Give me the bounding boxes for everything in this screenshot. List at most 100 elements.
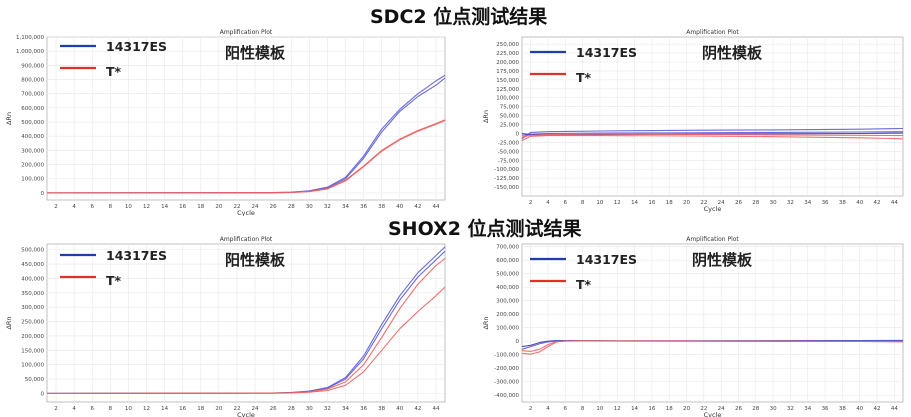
x-tick-label: 36 bbox=[360, 406, 367, 412]
x-tick-label: 20 bbox=[683, 406, 690, 412]
y-tick-label: 225,000 bbox=[496, 51, 519, 57]
x-tick-label: 32 bbox=[787, 406, 794, 412]
y-tick-label: 1,100,000 bbox=[16, 35, 44, 41]
y-tick-label: 800,000 bbox=[21, 78, 44, 84]
y-tick-label: 500,000 bbox=[21, 120, 44, 126]
y-tick-label: -100,000 bbox=[494, 353, 519, 359]
y-tick-label: 0 bbox=[41, 191, 45, 197]
x-tick-label: 18 bbox=[666, 200, 673, 206]
y-tick-label: 200,000 bbox=[21, 163, 44, 169]
x-tick-label: 24 bbox=[718, 406, 725, 412]
y-tick-label: 250,000 bbox=[496, 42, 519, 48]
x-tick-label: 26 bbox=[735, 406, 742, 412]
legend-label: T* bbox=[106, 64, 122, 79]
x-tick-label: 16 bbox=[648, 200, 655, 206]
x-tick-label: 44 bbox=[891, 200, 898, 206]
y-tick-label: 400,000 bbox=[496, 285, 519, 291]
y-tick-label: -100,000 bbox=[494, 167, 519, 173]
x-tick-label: 4 bbox=[546, 200, 550, 206]
x-tick-label: 2 bbox=[54, 204, 58, 210]
y-tick-label: 0 bbox=[516, 339, 520, 345]
x-tick-label: 2 bbox=[529, 200, 533, 206]
x-tick-label: 14 bbox=[161, 204, 168, 210]
x-tick-label: 44 bbox=[432, 204, 439, 210]
x-tick-label: 8 bbox=[581, 200, 585, 206]
y-tick-label: 700,000 bbox=[496, 245, 519, 251]
x-tick-label: 24 bbox=[252, 406, 259, 412]
legend-label: 14317ES bbox=[106, 248, 167, 263]
x-tick-label: 16 bbox=[648, 406, 655, 412]
x-tick-label: 6 bbox=[564, 406, 568, 412]
y-tick-label: 300,000 bbox=[21, 148, 44, 154]
x-tick-label: 28 bbox=[288, 204, 295, 210]
x-tick-label: 36 bbox=[822, 200, 829, 206]
y-tick-label: 0 bbox=[516, 131, 520, 137]
x-tick-label: 26 bbox=[270, 204, 277, 210]
y-tick-label: 200,000 bbox=[21, 334, 44, 340]
sdc2-negative-amplification-plot: -150,000 -125,000 -100,000 -75,000 -50,000 -2… bbox=[482, 29, 904, 213]
x-tick-label: 34 bbox=[342, 204, 349, 210]
x-tick-label: 8 bbox=[581, 406, 585, 412]
x-tick-label: 42 bbox=[874, 406, 881, 412]
template-annotation: 阳性模板 bbox=[225, 44, 286, 62]
x-tick-label: 10 bbox=[596, 406, 603, 412]
x-tick-label: 12 bbox=[143, 204, 150, 210]
x-tick-label: 40 bbox=[396, 204, 403, 210]
plot-area bbox=[46, 36, 446, 201]
y-tick-label: -50,000 bbox=[498, 149, 520, 155]
y-tick-label: 300,000 bbox=[496, 299, 519, 305]
x-tick-label: 12 bbox=[143, 406, 150, 412]
y-tick-label: 200,000 bbox=[496, 60, 519, 66]
x-tick-label: 20 bbox=[683, 200, 690, 206]
template-annotation: 阳性模板 bbox=[225, 251, 286, 269]
x-axis-label: Cycle bbox=[704, 411, 722, 417]
x-tick-label: 30 bbox=[770, 406, 777, 412]
x-axis-label: Cycle bbox=[704, 205, 722, 213]
x-tick-label: 40 bbox=[856, 200, 863, 206]
x-tick-label: 10 bbox=[596, 200, 603, 206]
amplification-curve bbox=[46, 120, 446, 194]
y-tick-label: -75,000 bbox=[498, 158, 520, 164]
x-tick-label: 32 bbox=[787, 200, 794, 206]
legend-label: T* bbox=[576, 70, 592, 85]
x-axis-label: Cycle bbox=[237, 411, 255, 417]
y-tick-label: 600,000 bbox=[21, 106, 44, 112]
y-tick-label: 50,000 bbox=[25, 377, 45, 383]
y-axis-label: ΔRn bbox=[482, 316, 490, 329]
y-tick-label: 1,000,000 bbox=[16, 49, 44, 55]
y-tick-label: 25,000 bbox=[500, 123, 520, 129]
y-tick-label: 100,000 bbox=[21, 177, 44, 183]
y-tick-label: -25,000 bbox=[498, 140, 520, 146]
y-tick-label: 175,000 bbox=[496, 69, 519, 75]
x-tick-label: 6 bbox=[90, 204, 94, 210]
x-tick-label: 2 bbox=[529, 406, 533, 412]
x-tick-label: 18 bbox=[666, 406, 673, 412]
x-tick-label: 16 bbox=[179, 204, 186, 210]
x-tick-label: 24 bbox=[252, 204, 259, 210]
x-tick-label: 8 bbox=[109, 204, 113, 210]
x-tick-label: 26 bbox=[735, 200, 742, 206]
y-tick-label: 700,000 bbox=[21, 92, 44, 98]
y-tick-label: -400,000 bbox=[494, 393, 519, 399]
shox2-positive-amplification-plot: 0 50,000 100,000 150,000 200,000 250,000 300,0… bbox=[5, 236, 446, 417]
y-tick-label: 200,000 bbox=[496, 312, 519, 318]
y-tick-label: 500,000 bbox=[21, 248, 44, 254]
legend-label: 14317ES bbox=[576, 252, 637, 267]
x-tick-label: 32 bbox=[324, 204, 331, 210]
y-tick-label: 150,000 bbox=[496, 78, 519, 84]
y-tick-label: -200,000 bbox=[494, 366, 519, 372]
y-tick-label: -300,000 bbox=[494, 380, 519, 386]
x-tick-label: 38 bbox=[378, 204, 385, 210]
x-tick-label: 22 bbox=[233, 406, 240, 412]
y-tick-label: 0 bbox=[41, 391, 45, 397]
x-tick-label: 20 bbox=[215, 204, 222, 210]
y-tick-label: 300,000 bbox=[21, 305, 44, 311]
x-tick-label: 12 bbox=[614, 406, 621, 412]
plot-title: Amplification Plot bbox=[686, 236, 739, 243]
plot-area bbox=[521, 243, 904, 403]
sdc2-section-title: SDC2 位点测试结果 bbox=[370, 6, 548, 28]
x-tick-label: 4 bbox=[72, 406, 76, 412]
x-tick-label: 4 bbox=[546, 406, 550, 412]
x-tick-label: 4 bbox=[72, 204, 76, 210]
y-tick-label: 100,000 bbox=[496, 326, 519, 332]
